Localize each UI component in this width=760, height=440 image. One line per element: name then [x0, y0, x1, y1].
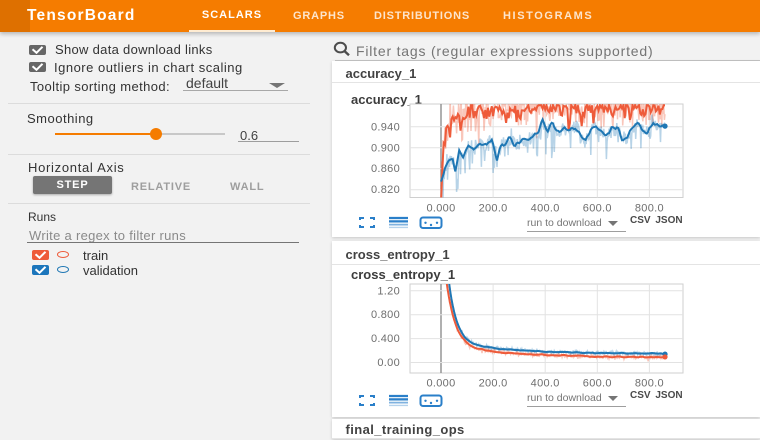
- svg-text:1.20: 1.20: [377, 285, 400, 297]
- svg-text:0.400: 0.400: [371, 333, 400, 345]
- svg-text:0.00: 0.00: [377, 357, 400, 369]
- svg-text:200.0: 200.0: [479, 378, 508, 390]
- svg-text:0.800: 0.800: [371, 309, 400, 321]
- svg-text:0.860: 0.860: [371, 163, 400, 175]
- svg-text:600.0: 600.0: [583, 203, 612, 215]
- svg-text:0.000: 0.000: [426, 203, 455, 215]
- svg-text:0.900: 0.900: [371, 142, 400, 154]
- svg-text:0.820: 0.820: [371, 184, 400, 196]
- svg-text:800.0: 800.0: [635, 378, 664, 390]
- svg-text:0.000: 0.000: [426, 378, 455, 390]
- svg-text:800.0: 800.0: [635, 203, 664, 215]
- svg-text:0.940: 0.940: [371, 121, 400, 133]
- svg-text:400.0: 400.0: [531, 378, 560, 390]
- svg-text:200.0: 200.0: [479, 203, 508, 215]
- svg-text:600.0: 600.0: [583, 378, 612, 390]
- svg-text:400.0: 400.0: [531, 203, 560, 215]
